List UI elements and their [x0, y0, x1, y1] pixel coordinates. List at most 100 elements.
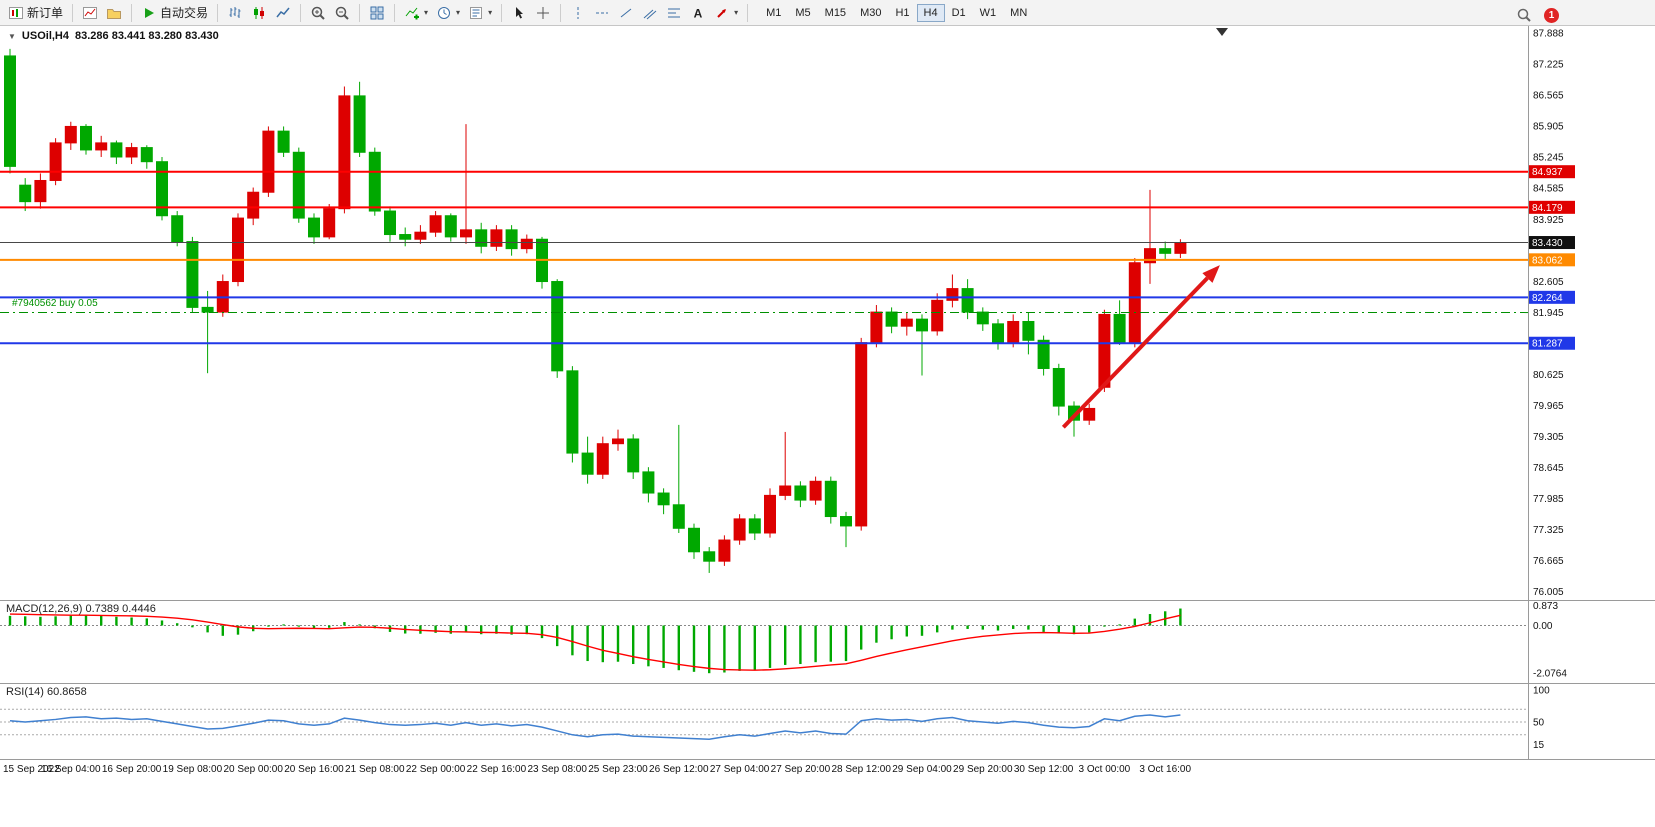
candlestick	[672, 424, 685, 533]
price-axis-label: 76.005	[1533, 587, 1564, 598]
price-axis-label: 84.585	[1533, 184, 1564, 195]
candlestick	[1159, 241, 1172, 261]
line-chart-button[interactable]	[271, 2, 295, 24]
time-axis-label: 16 Sep 04:00	[41, 764, 101, 775]
toolbar-separator	[747, 3, 749, 22]
time-axis-label: 30 Sep 12:00	[1014, 764, 1074, 775]
line-chart-icon	[276, 7, 290, 17]
profiles-button[interactable]	[102, 2, 126, 24]
support-line-blue-1-tag	[1529, 290, 1575, 304]
candlestick	[414, 225, 427, 244]
candlestick	[475, 222, 488, 254]
candlestick	[201, 290, 214, 374]
price-axis: 87.888 87.225 86.565 85.905 85.245 84.585 83.9…	[1533, 29, 1564, 599]
toolbar-right-group: 1	[1512, 4, 1559, 26]
auto-trading-label: 自动交易	[160, 6, 209, 20]
search-button[interactable]	[1512, 4, 1536, 26]
candlestick	[64, 121, 77, 150]
zoom-out-icon	[335, 6, 349, 20]
candlestick	[885, 307, 898, 334]
arrows-dropdown-button[interactable]: ▾	[710, 2, 742, 24]
candlestick	[399, 227, 412, 247]
cursor-tool-button[interactable]	[507, 2, 531, 24]
macd-scale-label: 0.00	[1533, 621, 1553, 632]
candlestick-chart-button[interactable]	[247, 2, 271, 24]
resistance-line-2-tag	[1529, 200, 1575, 214]
collapse-arrow-icon[interactable]: ▼	[8, 31, 16, 41]
candlestick	[95, 135, 108, 157]
panel-dividers	[0, 26, 1655, 760]
timeframe-button-m30[interactable]: M30	[853, 4, 888, 22]
timeframe-button-h1[interactable]: H1	[888, 4, 916, 22]
timeframe-button-h4[interactable]: H4	[916, 3, 945, 22]
candlestick	[262, 126, 275, 197]
candlestick	[4, 48, 16, 174]
zoom-out-button[interactable]	[330, 2, 354, 24]
timeframe-toolbar: M1 M5 M15 M30 H1 H4 D1 W1 MN	[759, 3, 1034, 22]
text-tool-button[interactable]: A	[686, 2, 710, 24]
zoom-in-button[interactable]	[306, 2, 330, 24]
candlestick	[460, 124, 472, 244]
rsi-scale-label: 100	[1533, 686, 1550, 697]
candlestick	[232, 213, 244, 287]
resistance-line-2-tag-label: 84.179	[1532, 203, 1563, 214]
candlestick	[216, 274, 229, 317]
candlestick	[1113, 300, 1126, 345]
arrow-tool-icon	[717, 8, 727, 18]
new-chart-button[interactable]	[78, 2, 102, 24]
candlestick-chart-icon	[254, 6, 265, 19]
time-axis-label: 25 Sep 23:00	[588, 764, 648, 775]
candlestick	[34, 173, 47, 209]
periods-dropdown-button[interactable]: ▾	[432, 2, 464, 24]
auto-trading-button[interactable]: 自动交易	[137, 1, 212, 24]
cursor-arrow-icon	[516, 6, 524, 18]
bar-chart-button[interactable]	[223, 2, 247, 24]
vertical-line-tool-button[interactable]	[566, 2, 590, 24]
new-order-icon	[9, 6, 23, 19]
timeframe-button-w1[interactable]: W1	[973, 4, 1004, 22]
support-line-blue-1-tag-label: 82.264	[1532, 293, 1563, 304]
horizontal-line-tool-button[interactable]	[590, 2, 614, 24]
indicators-dropdown-button[interactable]: ▾	[400, 2, 432, 24]
timeframe-button-m5[interactable]: M5	[788, 4, 817, 22]
trendline-tool-button[interactable]	[614, 2, 638, 24]
candlestick	[186, 236, 199, 313]
chevron-down-icon: ▾	[456, 8, 461, 17]
order-line-label: #7940562 buy 0.05	[12, 298, 98, 309]
candlestick	[809, 476, 822, 505]
toolbar-separator	[501, 3, 503, 22]
candlestick	[1022, 312, 1035, 355]
macd-scale-label: -2.0764	[1533, 669, 1567, 680]
current-price-line-tag	[1529, 236, 1575, 250]
timeframe-button-m15[interactable]: M15	[818, 4, 853, 22]
candlestick	[703, 547, 716, 573]
timeframe-button-mn[interactable]: MN	[1003, 4, 1034, 22]
candlestick	[171, 211, 184, 247]
trendline-icon	[620, 8, 632, 17]
rsi-line	[9, 714, 1181, 741]
horizontal-lines: 84.937 84.179 83.430 83.062 82.264 81.287	[0, 165, 1575, 350]
candlestick	[490, 225, 503, 251]
fibonacci-tool-button[interactable]	[662, 2, 686, 24]
rsi-indicator-label: RSI(14) 60.8658	[6, 686, 87, 698]
templates-dropdown-button[interactable]: ▾	[464, 2, 496, 24]
new-chart-icon	[83, 6, 98, 19]
notification-badge[interactable]: 1	[1544, 7, 1559, 23]
chevron-down-icon: ▾	[488, 8, 493, 17]
candlestick	[794, 481, 807, 508]
timeframe-button-d1[interactable]: D1	[945, 4, 973, 22]
macd-panel: 0.873 0.00 -2.0764	[0, 601, 1567, 680]
candlestick	[277, 126, 290, 157]
crosshair-tool-button[interactable]	[531, 2, 555, 24]
candlestick	[931, 293, 944, 336]
price-axis-label: 79.965	[1533, 401, 1564, 412]
auto-trading-play-icon	[145, 7, 155, 18]
candlestick	[1083, 403, 1096, 425]
channel-tool-button[interactable]	[638, 2, 662, 24]
trend-arrow-annotation[interactable]	[1061, 265, 1220, 429]
timeframe-button-m1[interactable]: M1	[759, 4, 788, 22]
new-order-button[interactable]: 新订单	[4, 1, 67, 24]
tile-windows-button[interactable]	[365, 2, 389, 24]
